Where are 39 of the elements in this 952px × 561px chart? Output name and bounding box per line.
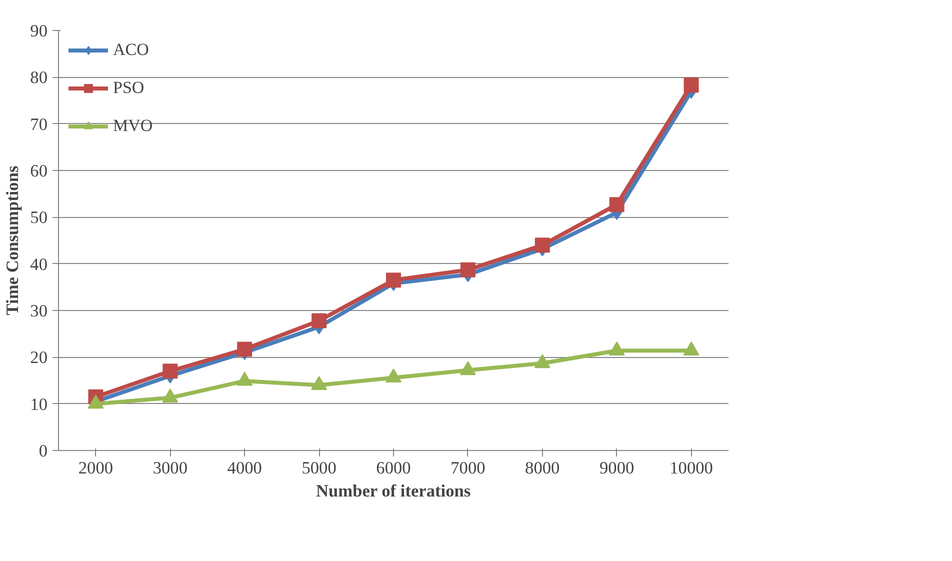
point [534, 354, 550, 368]
point [236, 372, 253, 386]
x-tick-label: 5000 [302, 458, 336, 478]
y-tick-label: 10 [30, 394, 48, 414]
y-tick-label: 90 [30, 22, 48, 40]
y-tick-label: 60 [30, 162, 48, 180]
point [311, 376, 328, 390]
point [88, 394, 104, 409]
legend-label: ACO [113, 40, 150, 60]
point [162, 388, 178, 403]
y-tick-label: 70 [30, 114, 48, 134]
y-tick-label: 20 [30, 348, 48, 368]
y-axis-title: Time Consumptions [3, 166, 22, 316]
point [684, 78, 699, 93]
y-tick-label: 0 [38, 442, 48, 460]
point [460, 361, 476, 376]
point [683, 341, 700, 356]
x-tick-label: 9000 [600, 458, 634, 478]
point [460, 262, 476, 278]
y-tick-label: 40 [30, 254, 48, 274]
x-tick-label: 4000 [227, 458, 262, 478]
point [312, 313, 327, 328]
x-tick-label: 2000 [78, 458, 114, 478]
x-axis-title: Number of iterations [316, 482, 471, 500]
y-tick-label: 80 [30, 68, 48, 88]
point [609, 197, 624, 212]
x-tick-label: 10000 [670, 458, 713, 478]
point [386, 368, 402, 383]
x-tick-label: 6000 [376, 458, 411, 478]
point [237, 342, 252, 357]
point [162, 364, 178, 379]
x-tick-label: 8000 [525, 458, 560, 478]
legend-label: PSO [113, 78, 146, 98]
x-tick-label: 7000 [450, 458, 486, 478]
point [608, 341, 625, 356]
point [386, 272, 401, 288]
x-tick-label: 3000 [152, 458, 188, 478]
y-tick-label: 30 [30, 302, 48, 320]
y-tick-label: 50 [30, 208, 48, 228]
